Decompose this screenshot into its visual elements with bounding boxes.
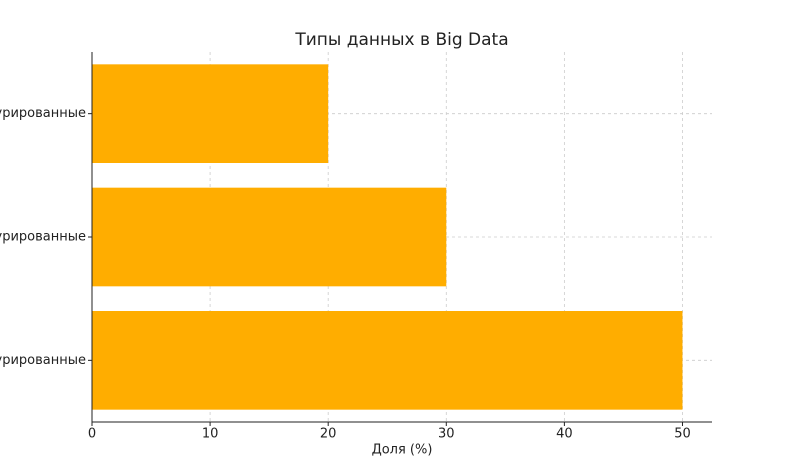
y-tick-label: урированные bbox=[0, 106, 86, 121]
x-tick-label: 40 bbox=[556, 427, 573, 442]
x-tick-label: 20 bbox=[320, 427, 337, 442]
bar bbox=[92, 187, 447, 287]
x-tick-label: 0 bbox=[88, 427, 96, 442]
chart-title: Типы данных в Big Data bbox=[294, 30, 508, 50]
y-tick-label: урированные bbox=[0, 230, 86, 245]
x-tick-label: 30 bbox=[438, 427, 455, 442]
bar bbox=[92, 64, 329, 163]
y-tick-label: урированные bbox=[0, 353, 86, 368]
bar bbox=[92, 311, 683, 410]
x-tick-label: 10 bbox=[202, 427, 219, 442]
x-tick-label: 50 bbox=[674, 427, 691, 442]
x-axis-label: Доля (%) bbox=[372, 443, 433, 458]
